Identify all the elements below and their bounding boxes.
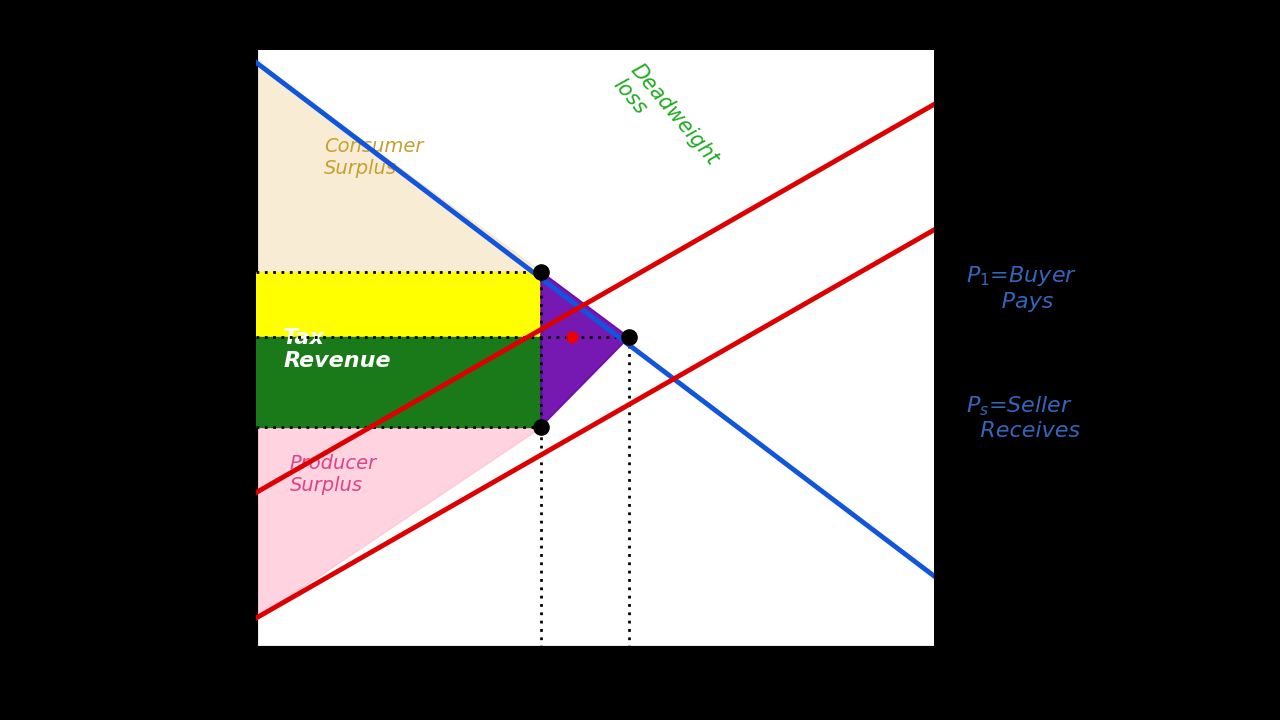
Text: Consumer
Surplus: Consumer Surplus	[324, 138, 424, 179]
Text: $P_s$=Seller
  Receives: $P_s$=Seller Receives	[966, 395, 1080, 441]
Text: $P_1$=Buyer
     Pays: $P_1$=Buyer Pays	[966, 264, 1078, 312]
Text: Tax
Revenue: Tax Revenue	[283, 328, 390, 371]
Text: $\mathbf{D}$: $\mathbf{D}$	[941, 529, 966, 559]
Polygon shape	[256, 63, 541, 271]
Text: Deadweight
loss: Deadweight loss	[609, 60, 722, 184]
Text: Producer
Surplus: Producer Surplus	[291, 454, 378, 495]
Text: $\mathbf{S}$: $\mathbf{S}$	[945, 260, 966, 289]
Polygon shape	[256, 427, 541, 618]
Text: Q: Q	[620, 678, 639, 698]
Point	[531, 421, 552, 433]
Polygon shape	[541, 271, 630, 427]
Point	[620, 331, 640, 343]
Point	[562, 331, 582, 343]
Text: Pₛ: Pₛ	[211, 417, 236, 437]
Bar	[256, 337, 541, 427]
Text: P: P	[219, 328, 236, 347]
Y-axis label: Price ($): Price ($)	[225, 296, 244, 402]
Bar	[256, 271, 541, 337]
Text: Q₁: Q₁	[526, 678, 556, 698]
X-axis label: Quantity: Quantity	[534, 659, 657, 683]
Text: P₁: P₁	[210, 261, 236, 282]
Point	[531, 266, 552, 277]
Text: $\mathbf{S_{Tax}}$: $\mathbf{S_{Tax}}$	[945, 134, 1011, 165]
